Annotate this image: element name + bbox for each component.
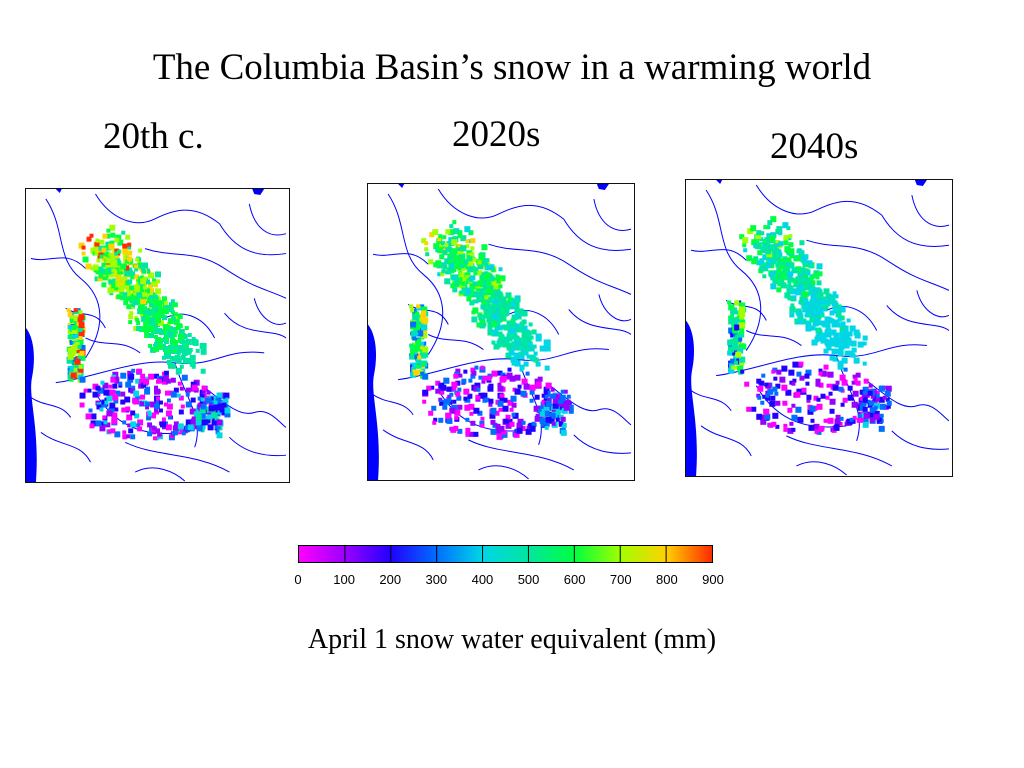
legend-tick-label: 600 (563, 572, 586, 587)
legend-tick-label: 100 (333, 572, 355, 587)
legend-tick-label: 400 (471, 572, 494, 587)
river-line (382, 429, 434, 461)
river-line (916, 290, 950, 318)
river-line (30, 257, 86, 269)
river-line (891, 430, 950, 450)
period-label-2040s: 2040s (770, 126, 859, 167)
legend-tick-label: 900 (702, 572, 724, 587)
river-line (508, 310, 560, 335)
legend-tick-label: 300 (425, 572, 448, 587)
river-line (911, 194, 950, 227)
river-line (746, 330, 802, 346)
river-line (881, 214, 950, 247)
river-line (125, 441, 230, 473)
legend-caption: April 1 snow water equivalent (mm) (307, 624, 717, 655)
map-20th-century (25, 188, 290, 483)
snow-cells (66, 224, 231, 441)
river-line (248, 203, 287, 236)
snow-cells (727, 216, 892, 435)
river-line (478, 465, 529, 480)
legend-tick-label: 0 (294, 572, 302, 587)
legend-tick-label: 200 (379, 572, 402, 587)
ocean-area (368, 324, 379, 480)
river-line (164, 313, 216, 339)
ocean-area (686, 320, 697, 476)
map-2020s (367, 183, 635, 481)
snow-cells (409, 220, 574, 440)
lake-area (55, 189, 62, 193)
river-line (387, 193, 444, 355)
color-scale-bar (298, 545, 713, 563)
river-line (866, 380, 950, 422)
color-scale-ticks: 0 100 200 300 400 500 600 700 800 900 (294, 572, 723, 592)
river-line (573, 434, 632, 454)
river-line (437, 188, 565, 220)
river-line (95, 193, 220, 225)
river-line (55, 351, 265, 384)
river-line (372, 394, 414, 416)
river-line (700, 425, 752, 457)
color-gradient (299, 546, 712, 562)
river-line (468, 439, 575, 471)
river-line (806, 239, 950, 291)
period-label-2020s: 2020s (452, 114, 541, 155)
river-line (826, 306, 878, 331)
river-line (85, 337, 141, 354)
page-title: The Columbia Basin’s snow in a warming w… (152, 47, 872, 88)
legend-tick-label: 700 (609, 572, 632, 587)
river-line (716, 344, 927, 377)
lake-area (398, 184, 405, 189)
legend-tick-label: 800 (656, 572, 678, 587)
river-line (219, 223, 287, 256)
river-line (598, 294, 632, 322)
lake-area (252, 189, 265, 195)
lake-area (716, 180, 723, 185)
river-line (40, 431, 91, 463)
lake-area (914, 180, 927, 187)
river-line (229, 436, 287, 457)
lake-area (596, 184, 609, 191)
river-line (796, 461, 847, 476)
river-line (144, 248, 287, 299)
river-line (134, 467, 186, 482)
river-line (428, 334, 484, 350)
period-label-20th-century: 20th c. (103, 116, 204, 157)
ocean-area (26, 328, 37, 482)
river-line (372, 252, 429, 265)
river-line (488, 243, 632, 295)
river-line (224, 312, 287, 339)
river-line (786, 435, 893, 467)
river-line (886, 305, 950, 331)
map-2040s (685, 179, 953, 477)
river-line (690, 390, 732, 412)
river-line (45, 198, 101, 359)
river-line (563, 218, 632, 251)
legend-tick-label: 500 (517, 572, 540, 587)
river-line (593, 198, 632, 231)
river-line (690, 248, 747, 261)
river-line (705, 189, 762, 351)
river-line (755, 184, 883, 216)
river-line (30, 397, 72, 418)
river-line (568, 309, 632, 335)
river-line (253, 298, 287, 325)
